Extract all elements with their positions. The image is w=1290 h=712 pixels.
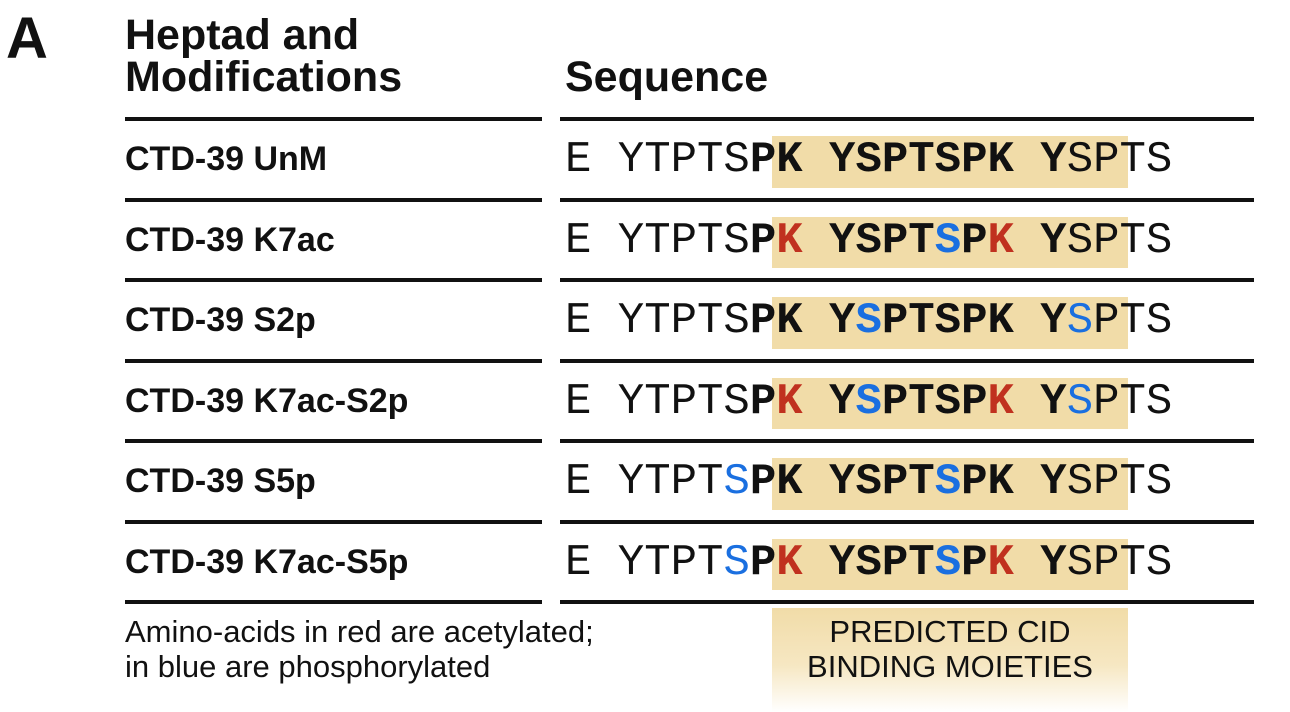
row-rule-right: [560, 439, 1254, 443]
row-rule-left: [125, 600, 542, 604]
residue-segment: P: [961, 537, 988, 588]
cid-band-segment: [772, 136, 1128, 188]
residue-segment: E YTPTS: [565, 296, 750, 346]
acetylated-residue: K: [987, 376, 1014, 427]
residue-segment: Y: [802, 376, 856, 427]
residue-segment: P: [749, 376, 777, 427]
row-label: CTD-39 K7ac: [125, 220, 335, 259]
phosphorylated-residue: S: [1066, 376, 1094, 427]
phosphorylated-residue: S: [723, 457, 750, 507]
phosphorylated-residue: S: [1066, 296, 1094, 346]
footnote-line1: Amino-acids in red are acetylated;: [125, 614, 594, 649]
cid-band-segment: [772, 377, 1128, 429]
phosphorylated-residue: S: [855, 296, 882, 346]
residue-segment: SPTS: [1066, 537, 1173, 588]
residue-segment: P: [749, 215, 777, 266]
row-label: CTD-39 UnM: [125, 140, 328, 178]
row-rule-left: [125, 439, 542, 443]
acetylated-residue: K: [987, 215, 1014, 266]
modifications-header-line1: Heptad and: [125, 11, 360, 59]
sequence-text: E YTPTSPK YSPTSPK YSPTS: [565, 138, 1172, 182]
table-top-rule-left: [125, 117, 542, 121]
residue-segment: YSPT: [802, 537, 935, 588]
row-rule-right: [560, 519, 1254, 524]
panel-letter: A: [6, 6, 48, 71]
residue-segment: P: [961, 215, 988, 266]
residue-segment: E YTPTS: [565, 215, 750, 266]
cid-binding-label-line2: BINDING MOIETIES: [807, 649, 1093, 684]
residue-segment: E YTPTS: [565, 135, 750, 185]
footnote-line2: in blue are phosphorylated: [125, 649, 491, 684]
phosphorylated-residue: S: [934, 537, 962, 588]
cid-band-segment: [772, 538, 1128, 590]
row-rule-left: [125, 278, 542, 282]
row-rule-right: [560, 600, 1254, 604]
sequence-text: E YTPTSPK YSPTSPK YSPTS: [565, 299, 1172, 343]
residue-segment: PK Y: [961, 457, 1067, 507]
row-rule-right: [560, 197, 1254, 202]
residue-segment: PK YSPT: [749, 457, 935, 507]
row-rule-left: [125, 358, 542, 363]
row-label: CTD-39 S5p: [125, 462, 316, 500]
phosphorylated-residue: S: [855, 376, 882, 427]
sequence-text: E YTPTSPK YSPTSPK YSPTS: [565, 219, 1172, 263]
residue-segment: Y: [1013, 537, 1067, 588]
residue-segment: E YTPT: [565, 537, 724, 588]
residue-segment: YSPT: [802, 215, 935, 266]
row-rule-right: [560, 358, 1254, 363]
phosphorylated-residue: S: [934, 457, 962, 507]
residue-segment: SPTS: [1066, 215, 1173, 266]
modifications-header-line2: Modifications: [125, 53, 403, 101]
row-label: CTD-39 K7ac-S2p: [125, 381, 409, 420]
cid-binding-label-line1: PREDICTED CID: [829, 614, 1071, 649]
row-rule-right: [560, 278, 1254, 282]
legend-footnote: Amino-acids in red are acetylated; in bl…: [125, 614, 594, 684]
residue-segment: E YTPT: [565, 457, 724, 507]
sequence-text: E YTPTSPK YSPTSPK YSPTS: [565, 460, 1172, 504]
row-label: CTD-39 S2p: [125, 301, 316, 339]
residue-segment: PK YSPTSPK Y: [749, 135, 1067, 185]
cid-band-segment: [772, 216, 1128, 268]
acetylated-residue: K: [776, 376, 803, 427]
residue-segment: E YTPTS: [565, 376, 750, 427]
residue-segment: SPTS: [1066, 457, 1173, 507]
acetylated-residue: K: [987, 537, 1014, 588]
acetylated-residue: K: [776, 215, 803, 266]
residue-segment: PK Y: [749, 296, 856, 346]
phosphorylated-residue: S: [934, 215, 962, 266]
cid-binding-label: PREDICTED CID BINDING MOIETIES: [772, 614, 1128, 684]
modifications-header: Heptad and Modifications: [125, 11, 403, 101]
residue-segment: Y: [1013, 215, 1067, 266]
sequence-header: Sequence: [565, 53, 769, 101]
residue-segment: PTSP: [881, 376, 988, 427]
sequence-text: E YTPTSPK YSPTSPK YSPTS: [565, 541, 1172, 585]
row-rule-left: [125, 197, 542, 202]
table-top-rule-right: [560, 117, 1254, 121]
phosphorylated-residue: S: [723, 537, 750, 588]
residue-segment: SPTS: [1066, 135, 1173, 185]
residue-segment: PTSPK Y: [881, 296, 1067, 346]
cid-band-segment: [772, 458, 1128, 510]
sequence-text: E YTPTSPK YSPTSPK YSPTS: [565, 380, 1172, 424]
row-label: CTD-39 K7ac-S5p: [125, 542, 409, 581]
cid-band-segment: [772, 297, 1128, 349]
cid-binding-highlight: [772, 608, 1128, 712]
residue-segment: PTS: [1093, 296, 1173, 346]
acetylated-residue: K: [776, 537, 803, 588]
row-rule-left: [125, 519, 542, 524]
residue-segment: PTS: [1093, 376, 1173, 427]
residue-segment: Y: [1013, 376, 1067, 427]
residue-segment: P: [749, 537, 777, 588]
